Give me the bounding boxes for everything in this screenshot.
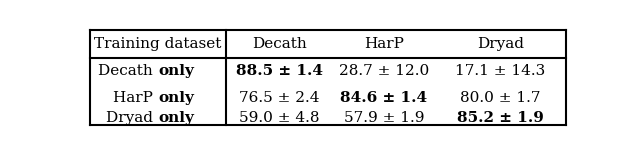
Text: 88.5 ± 1.4: 88.5 ± 1.4 [236,64,323,78]
Text: HarP: HarP [113,91,158,105]
Text: HarP: HarP [364,37,404,51]
Text: 28.7 ± 12.0: 28.7 ± 12.0 [339,64,429,78]
Text: 17.1 ± 14.3: 17.1 ± 14.3 [455,64,545,78]
Text: 59.0 ± 4.8: 59.0 ± 4.8 [239,111,320,125]
Text: 85.2 ± 1.9: 85.2 ± 1.9 [457,111,544,125]
Text: 57.9 ± 1.9: 57.9 ± 1.9 [344,111,424,125]
Text: Decath: Decath [99,64,158,78]
Text: 80.0 ± 1.7: 80.0 ± 1.7 [460,91,541,105]
Text: only: only [158,91,194,105]
Text: 84.6 ± 1.4: 84.6 ± 1.4 [340,91,428,105]
Text: Decath: Decath [252,37,307,51]
Text: Training dataset: Training dataset [95,37,222,51]
Text: only: only [158,111,194,125]
Text: only: only [158,64,194,78]
Text: 76.5 ± 2.4: 76.5 ± 2.4 [239,91,320,105]
Text: Dryad: Dryad [477,37,524,51]
Text: Dryad: Dryad [106,111,158,125]
